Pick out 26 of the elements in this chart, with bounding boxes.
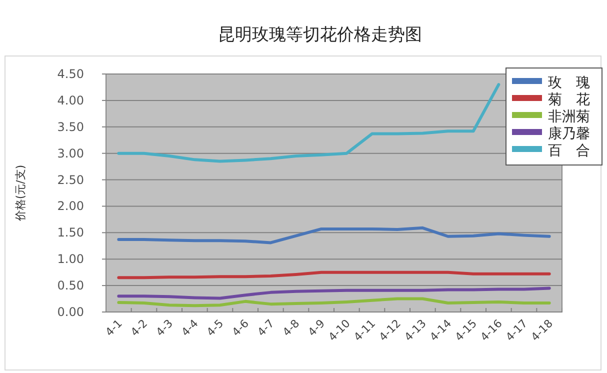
xtick: 4-1 [102, 316, 125, 339]
ylabel: 价格(元/支) [14, 164, 27, 222]
xtick: 4-9 [306, 316, 328, 339]
ytick: 2.50 [57, 172, 84, 187]
ytick: 1.50 [57, 226, 84, 240]
xtick: 4-2 [128, 316, 150, 339]
ytick: 4.50 [57, 67, 84, 81]
xtick: 4-7 [254, 316, 277, 339]
xtick: 4-8 [280, 316, 302, 339]
xtick: 4-5 [204, 316, 226, 339]
ytick: 1.00 [57, 252, 84, 266]
legend-label: 非洲菊 [548, 109, 590, 125]
ytick: 0.50 [57, 278, 84, 293]
xtick: 4-4 [178, 316, 201, 339]
ytick: 4.00 [57, 93, 84, 108]
legend-label: 百 合 [548, 143, 590, 159]
ytick: 3.50 [57, 120, 84, 134]
legend-label: 玫 瑰 [548, 75, 590, 91]
ytick: 2.00 [57, 199, 84, 214]
legend-label: 康乃馨 [548, 126, 590, 142]
xtick: 4-3 [154, 316, 176, 339]
title: 昆明玫瑰等切花价格走势图 [218, 25, 422, 45]
legend-label: 菊 花 [548, 92, 590, 108]
ytick: 0.00 [57, 305, 84, 319]
xtick: 4-6 [230, 316, 252, 339]
ytick: 3.00 [57, 146, 84, 160]
